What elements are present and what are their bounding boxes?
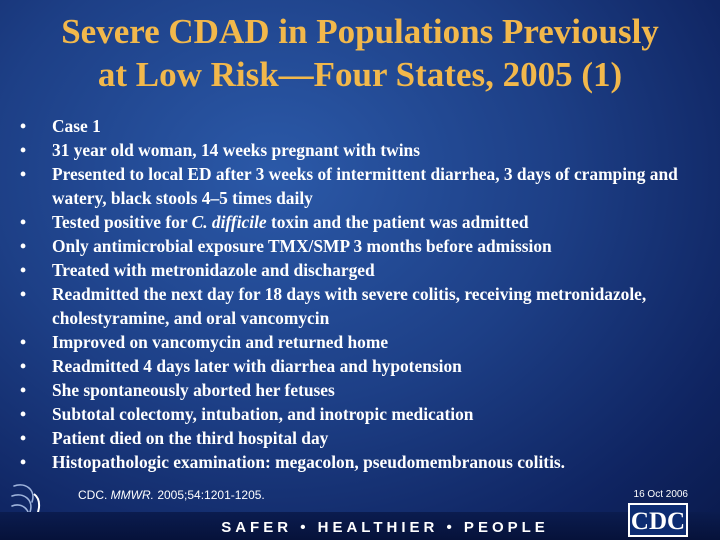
bullet-text: Only antimicrobial exposure TMX/SMP 3 mo… <box>52 236 552 256</box>
bullet-icon <box>20 354 32 378</box>
bullet-icon <box>20 378 32 402</box>
bullet-icon <box>20 258 32 282</box>
cdc-logo: CDC <box>628 503 688 537</box>
bullet-text: 31 year old woman, 14 weeks pregnant wit… <box>52 140 420 160</box>
citation: CDC. MMWR. 2005;54:1201-1205. <box>78 488 265 502</box>
bullet-text: Improved on vancomycin and returned home <box>52 332 389 352</box>
bullet-item: She spontaneously aborted her fetuses <box>20 378 700 402</box>
bullet-list: Case 1 31 year old woman, 14 weeks pregn… <box>20 114 700 474</box>
bullet-item: Histopathologic examination: megacolon, … <box>20 450 700 474</box>
bullet-icon <box>20 114 32 138</box>
bullet-item: Readmitted 4 days later with diarrhea an… <box>20 354 700 378</box>
slide-date: 16 Oct 2006 <box>633 489 688 500</box>
bullet-text: Readmitted 4 days later with diarrhea an… <box>52 356 462 376</box>
bullet-icon <box>20 426 32 450</box>
bullet-item: Case 1 <box>20 114 700 138</box>
citation-prefix: CDC. <box>78 488 111 502</box>
slide-title-line-1: Severe CDAD in Populations Previously <box>61 12 659 51</box>
bullet-text: Histopathologic examination: megacolon, … <box>52 452 566 472</box>
bullet-text-after: toxin and the patient was admitted <box>266 212 529 232</box>
bullet-text: Readmitted the next day for 18 days with… <box>52 284 647 328</box>
bullet-item: Only antimicrobial exposure TMX/SMP 3 mo… <box>20 234 700 258</box>
bullet-icon <box>20 138 32 162</box>
bullet-item: Improved on vancomycin and returned home <box>20 330 700 354</box>
bullet-item: Tested positive for C. difficile toxin a… <box>20 210 700 234</box>
bullet-item: Subtotal colectomy, intubation, and inot… <box>20 402 700 426</box>
bullet-icon <box>20 402 32 426</box>
bullet-icon <box>20 450 32 474</box>
footer-bar: SAFER • HEALTHIER • PEOPLE <box>0 512 720 540</box>
bullet-text: She spontaneously aborted her fetuses <box>52 380 335 400</box>
bullet-text-italic: C. difficile <box>191 212 267 232</box>
bullet-text: Treated with metronidazole and discharge… <box>52 260 375 280</box>
bullet-icon <box>20 162 32 186</box>
bullet-icon <box>20 234 32 258</box>
bullet-icon <box>20 210 32 234</box>
slide-title: Severe CDAD in Populations Previously at… <box>20 10 700 96</box>
slide-title-line-2: at Low Risk—Four States, 2005 (1) <box>97 55 623 94</box>
bullet-text-before: Tested positive for <box>52 212 192 232</box>
footer-tagline: SAFER • HEALTHIER • PEOPLE <box>221 519 549 536</box>
bullet-item: Treated with metronidazole and discharge… <box>20 258 700 282</box>
bullet-text: Case 1 <box>52 116 101 136</box>
bullet-item: Presented to local ED after 3 weeks of i… <box>20 162 700 210</box>
bullet-text: Subtotal colectomy, intubation, and inot… <box>52 404 474 424</box>
cdc-logo-text: CDC <box>631 508 685 535</box>
bullet-item: Patient died on the third hospital day <box>20 426 700 450</box>
bullet-item: Readmitted the next day for 18 days with… <box>20 282 700 330</box>
citation-suffix: 2005;54:1201-1205. <box>154 488 265 502</box>
bullet-icon <box>20 282 32 306</box>
bullet-text: Patient died on the third hospital day <box>52 428 329 448</box>
bullet-item: 31 year old woman, 14 weeks pregnant wit… <box>20 138 700 162</box>
citation-journal: MMWR. <box>110 488 154 502</box>
bullet-icon <box>20 330 32 354</box>
bullet-text: Presented to local ED after 3 weeks of i… <box>52 164 678 208</box>
